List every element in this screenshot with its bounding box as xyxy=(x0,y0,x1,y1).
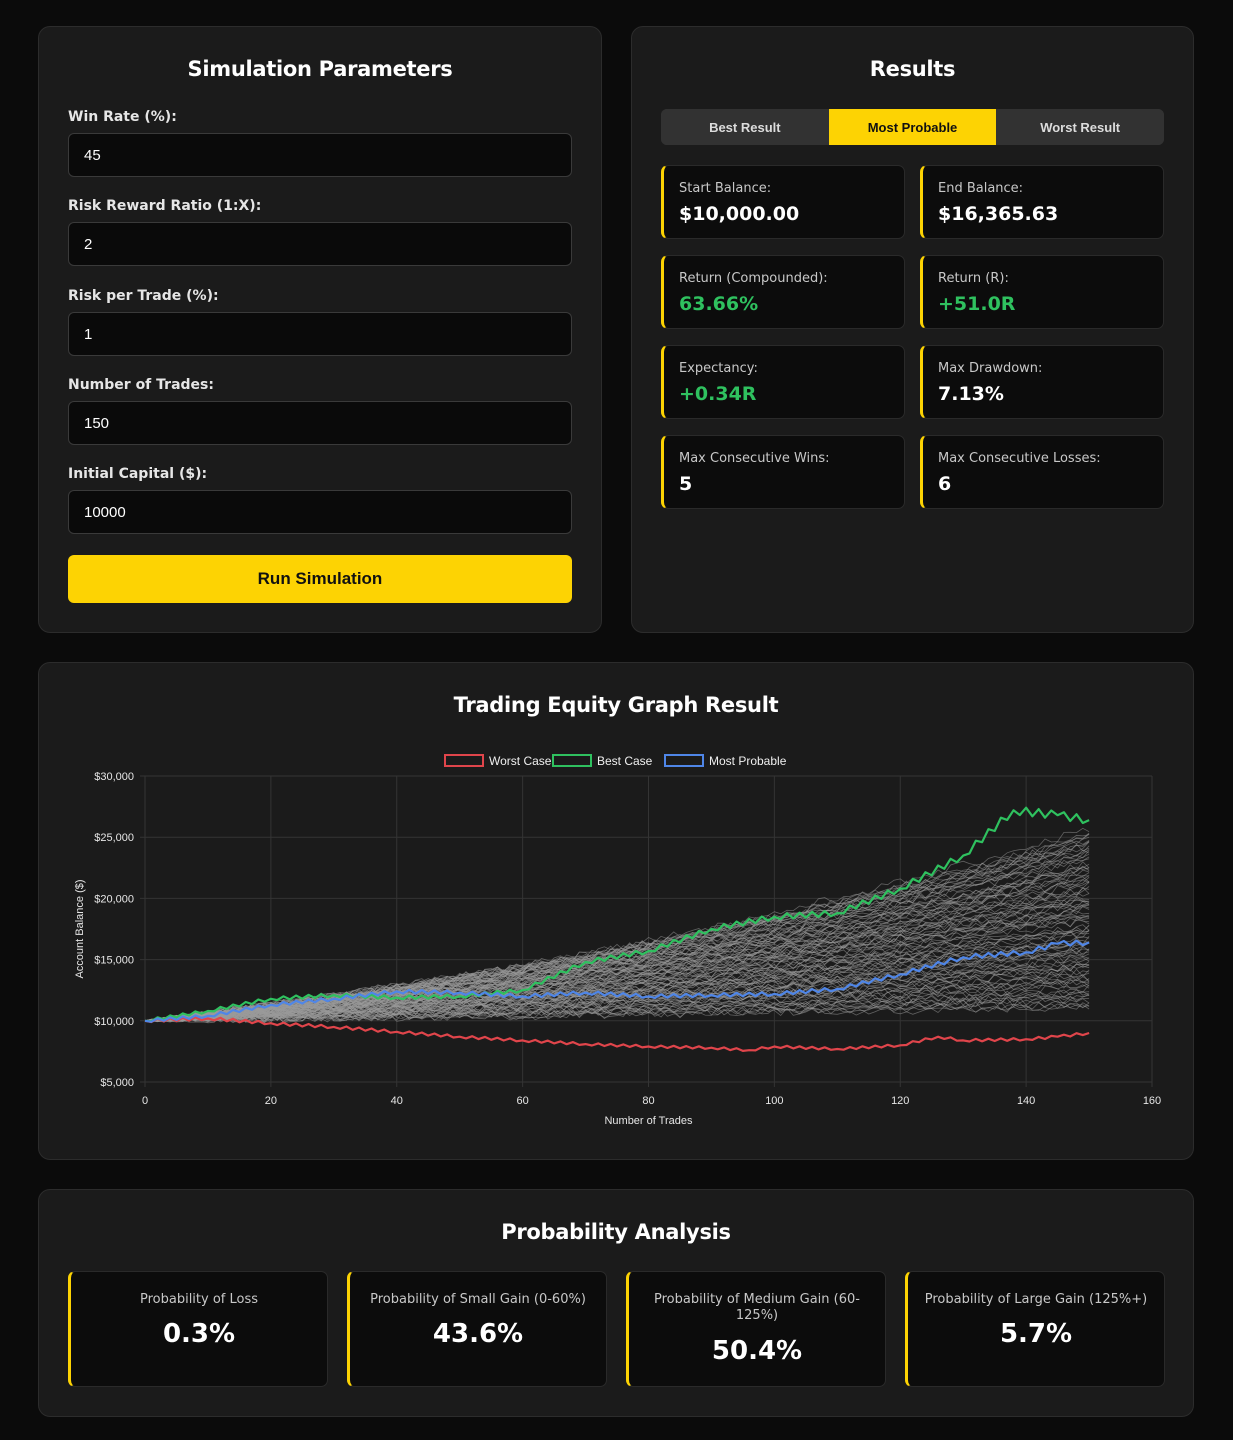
tab-best-result[interactable]: Best Result xyxy=(661,109,829,145)
return-r-value: +51.0R xyxy=(938,293,1016,315)
risk-reward-input[interactable] xyxy=(68,222,572,266)
max-drawdown-label: Max Drawdown: xyxy=(938,361,1043,376)
return-compounded-value: 63.66% xyxy=(679,293,759,315)
risk-per-trade-input[interactable] xyxy=(68,312,572,356)
params-title: Simulation Parameters xyxy=(187,57,453,81)
x-tick-label: 0 xyxy=(142,1095,148,1107)
return-r-card: Return (R): +51.0R xyxy=(920,255,1164,329)
y-tick-label: $30,000 xyxy=(94,771,134,783)
worst-case-line xyxy=(144,1016,1090,1052)
y-tick-label: $20,000 xyxy=(94,893,134,905)
legend-swatch-best-case xyxy=(552,754,592,767)
max-consecutive-losses-label: Max Consecutive Losses: xyxy=(938,451,1101,466)
probability-loss-value: 0.3% xyxy=(162,1319,236,1349)
probability-small-gain-label: Probability of Small Gain (0-60%) xyxy=(370,1292,586,1307)
probability-title: Probability Analysis xyxy=(501,1220,731,1244)
probability-small-gain-value: 43.6% xyxy=(432,1319,524,1349)
y-tick-label: $5,000 xyxy=(100,1077,134,1089)
run-simulation-button[interactable]: Run Simulation xyxy=(68,555,572,603)
expectancy-card: Expectancy: +0.34R xyxy=(661,345,905,419)
return-compounded-card: Return (Compounded): 63.66% xyxy=(661,255,905,329)
x-tick-label: 140 xyxy=(1017,1095,1035,1107)
equity-graph-panel: Trading Equity Graph Result 0 20 40 60 80 100… xyxy=(38,662,1194,1160)
max-consecutive-wins-label: Max Consecutive Wins: xyxy=(679,451,830,466)
number-of-trades-label: Number of Trades: xyxy=(68,377,214,393)
probability-large-gain-label: Probability of Large Gain (125%+) xyxy=(924,1292,1148,1307)
x-tick-label: 100 xyxy=(765,1095,783,1107)
legend-swatch-worst-case xyxy=(444,754,484,767)
probability-medium-gain-card: Probability of Medium Gain (60-125%) 50.… xyxy=(626,1271,886,1387)
y-tick-label: $25,000 xyxy=(94,832,134,844)
win-rate-label: Win Rate (%): xyxy=(68,109,177,125)
simulation-line xyxy=(144,866,1090,1022)
start-balance-card: Start Balance: $10,000.00 xyxy=(661,165,905,239)
max-consecutive-losses-value: 6 xyxy=(938,473,952,495)
simulation-line xyxy=(144,929,1090,1022)
expectancy-value: +0.34R xyxy=(679,383,757,405)
risk-reward-label: Risk Reward Ratio (1:X): xyxy=(68,198,262,214)
risk-per-trade-label: Risk per Trade (%): xyxy=(68,288,219,304)
win-rate-input[interactable] xyxy=(68,133,572,177)
return-r-label: Return (R): xyxy=(938,271,1009,286)
y-axis-title: Account Balance ($) xyxy=(74,879,86,978)
tab-most-probable[interactable]: Most Probable xyxy=(828,109,997,145)
simulation-line xyxy=(145,861,1090,1022)
x-tick-label: 60 xyxy=(517,1095,529,1107)
max-consecutive-wins-value: 5 xyxy=(679,473,693,495)
simulation-parameters-panel: Simulation Parameters Win Rate (%): Risk… xyxy=(38,26,602,633)
y-tick-label: $10,000 xyxy=(94,1016,134,1028)
legend-label-most-probable: Most Probable xyxy=(709,754,787,768)
result-type-tabs: Best Result Most Probable Worst Result xyxy=(661,109,1164,145)
end-balance-card: End Balance: $16,365.63 xyxy=(920,165,1164,239)
simulation-line xyxy=(144,887,1090,1022)
x-tick-label: 40 xyxy=(391,1095,403,1107)
end-balance-value: $16,365.63 xyxy=(938,203,1059,225)
best-case-line xyxy=(144,806,1090,1023)
probability-small-gain-card: Probability of Small Gain (0-60%) 43.6% xyxy=(347,1271,607,1387)
expectancy-label: Expectancy: xyxy=(679,361,758,376)
x-axis-title: Number of Trades xyxy=(604,1115,693,1127)
simulation-line xyxy=(145,841,1090,1022)
number-of-trades-input[interactable] xyxy=(68,401,572,445)
probability-medium-gain-value: 50.4% xyxy=(711,1336,803,1366)
results-title: Results xyxy=(869,57,956,81)
start-balance-label: Start Balance: xyxy=(679,181,772,196)
legend-label-best-case: Best Case xyxy=(597,754,653,768)
probability-loss-label: Probability of Loss xyxy=(139,1292,259,1307)
simulation-line xyxy=(144,968,1090,1022)
legend-label-worst-case: Worst Case xyxy=(489,754,552,768)
tab-worst-result[interactable]: Worst Result xyxy=(996,109,1164,145)
x-tick-label: 80 xyxy=(642,1095,654,1107)
x-tick-label: 20 xyxy=(265,1095,277,1107)
probability-large-gain-card: Probability of Large Gain (125%+) 5.7% xyxy=(905,1271,1165,1387)
probability-analysis-panel: Probability Analysis Probability of Loss… xyxy=(38,1189,1194,1417)
max-consecutive-wins-card: Max Consecutive Wins: 5 xyxy=(661,435,905,509)
simulation-line xyxy=(144,836,1090,1022)
chart-title: Trading Equity Graph Result xyxy=(453,693,779,717)
return-compounded-label: Return (Compounded): xyxy=(679,271,828,286)
most-probable-line xyxy=(144,939,1090,1023)
probability-large-gain-value: 5.7% xyxy=(999,1319,1073,1349)
probability-loss-card: Probability of Loss 0.3% xyxy=(68,1271,328,1387)
results-panel: Results Best Result Most Probable Worst … xyxy=(631,26,1194,633)
initial-capital-label: Initial Capital ($): xyxy=(68,466,208,482)
x-tick-label: 120 xyxy=(891,1095,909,1107)
max-drawdown-value: 7.13% xyxy=(938,383,1004,405)
end-balance-label: End Balance: xyxy=(938,181,1024,196)
x-tick-label: 160 xyxy=(1143,1095,1161,1107)
equity-chart: 0 20 40 60 80 100 120 140 160 $5,000 $10,000 $15,00… xyxy=(74,754,1161,1127)
start-balance-value: $10,000.00 xyxy=(679,203,800,225)
y-tick-label: $15,000 xyxy=(94,955,134,967)
legend-swatch-most-probable xyxy=(664,754,704,767)
initial-capital-input[interactable] xyxy=(68,490,572,534)
max-consecutive-losses-card: Max Consecutive Losses: 6 xyxy=(920,435,1164,509)
simulation-line xyxy=(144,936,1090,1022)
max-drawdown-card: Max Drawdown: 7.13% xyxy=(920,345,1164,419)
probability-medium-gain-label: Probability of Medium Gain (60-125%) xyxy=(654,1292,860,1323)
